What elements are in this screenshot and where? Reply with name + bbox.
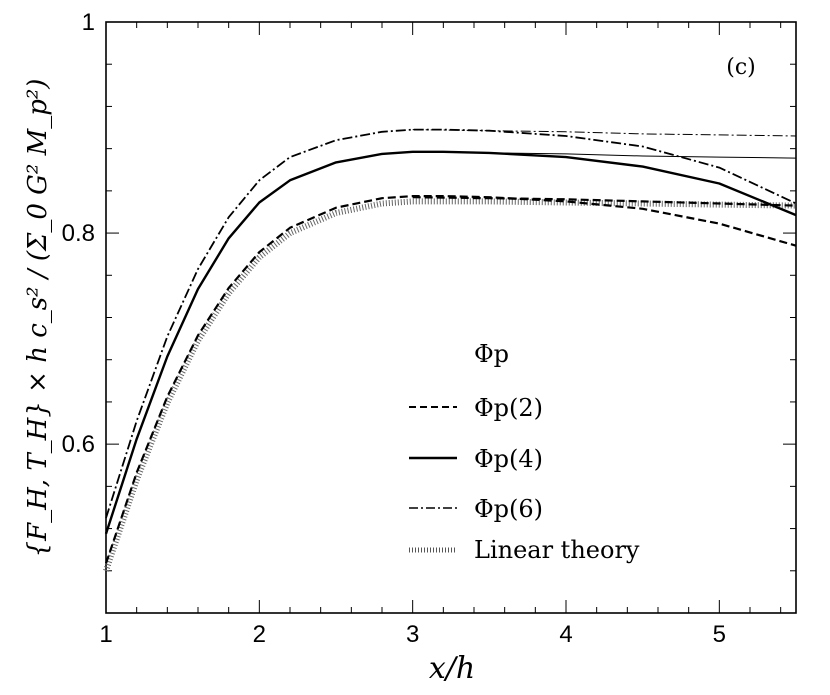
x-tick-label: 4 (559, 621, 572, 648)
legend-label-linear: Linear theory (474, 536, 640, 564)
x-tick-label: 1 (99, 621, 112, 648)
series-line--p-2-f-h (412, 196, 797, 207)
legend-label-phi6: Φp(6) (474, 495, 543, 523)
axis-ticks (105, 21, 796, 614)
legend: Φp Φp(2) Φp(4) Φp(6) Linear theory (409, 340, 640, 564)
panel-label: (c) (726, 55, 756, 80)
y-tick-label: 0.8 (62, 220, 95, 247)
series-layer (103, 128, 797, 572)
series-line--p-2- (104, 195, 797, 564)
series-line--p-4- (104, 150, 797, 535)
series-line--p-6- (105, 128, 797, 519)
x-tick-label: 2 (253, 621, 266, 648)
y-tick-label: 1 (82, 9, 95, 36)
x-tick-label: 3 (406, 621, 419, 648)
series-line-linear-theory (103, 198, 797, 572)
x-tick-label: 5 (713, 621, 726, 648)
legend-label-phi4: Φp(4) (474, 445, 543, 473)
y-axis-label: {F_H, T_H} × h c_s² / (Σ_0 G² M_p²) (23, 79, 53, 558)
legend-header: Φp (474, 340, 509, 368)
tick-labels: 1 2 3 4 5 0.6 0.8 1 (62, 9, 726, 648)
legend-label-phi2: Φp(2) (474, 394, 543, 422)
x-axis-label: x/h (429, 651, 475, 686)
y-tick-label: 0.6 (62, 431, 95, 458)
